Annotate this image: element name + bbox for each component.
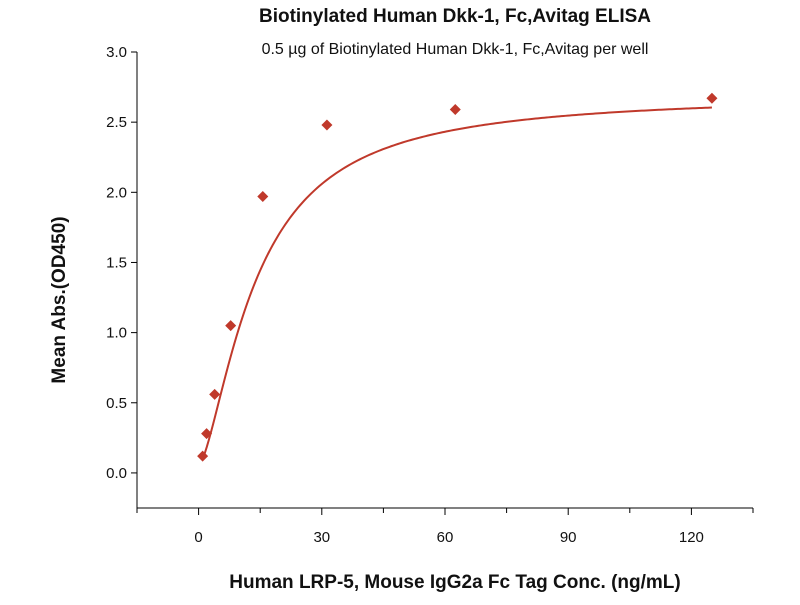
- x-tick-label: 120: [679, 529, 704, 546]
- data-point: [225, 320, 237, 332]
- y-tick-label: 1.5: [106, 254, 127, 271]
- data-points: [197, 92, 718, 462]
- data-point: [209, 388, 221, 400]
- data-point: [449, 104, 461, 116]
- y-axis-label: Mean Abs.(OD450): [49, 216, 70, 383]
- x-tick-label: 30: [313, 529, 330, 546]
- data-point: [197, 450, 209, 462]
- chart-title: Biotinylated Human Dkk-1, Fc,Avitag ELIS…: [259, 6, 651, 27]
- data-point: [257, 191, 269, 203]
- x-axis-label: Human LRP-5, Mouse IgG2a Fc Tag Conc. (n…: [229, 572, 680, 593]
- data-point: [321, 119, 333, 131]
- y-tick-label: 3.0: [106, 44, 127, 61]
- y-tick-label: 2.0: [106, 184, 127, 201]
- y-tick-label: 1.0: [106, 325, 127, 342]
- fit-curve: [201, 106, 712, 460]
- y-tick-label: 2.5: [106, 114, 127, 131]
- data-point: [201, 428, 213, 440]
- y-ticks: 0.0 0.5 1.0 1.5 2.0 2.5 3.0: [106, 44, 137, 482]
- y-tick-label: 0.0: [106, 465, 127, 482]
- x-tick-label: 60: [437, 529, 454, 546]
- x-ticks: 0 30 60 90 120: [136, 508, 754, 546]
- x-tick-label: 90: [560, 529, 577, 546]
- x-tick-label: 0: [194, 529, 202, 546]
- chart-subtitle: 0.5 µg of Biotinylated Human Dkk-1, Fc,A…: [262, 41, 649, 58]
- y-tick-label: 0.5: [106, 395, 127, 412]
- data-point: [706, 92, 718, 104]
